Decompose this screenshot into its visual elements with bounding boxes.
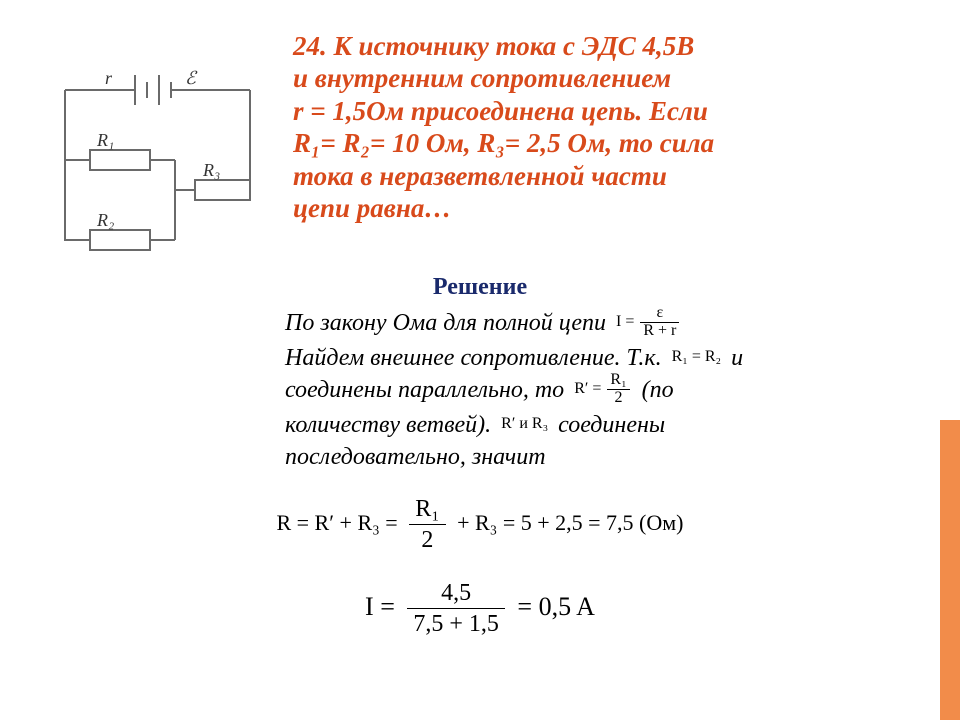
problem-statement: 24. К источнику тока с ЭДС 4,5В и внутре… xyxy=(293,30,925,224)
sol-line4b: соединены xyxy=(558,412,665,438)
sol-line2a: Найдем внешнее сопротивление. Т.к. xyxy=(285,345,662,371)
sol-line3b: (по xyxy=(642,377,674,403)
problem-line-1: и внутренним сопротивлением xyxy=(293,63,671,93)
inline-Rp-R3: R′ и R₃ xyxy=(497,416,552,433)
circuit-diagram: r ℰ R₁ R₂ R₃ xyxy=(35,60,275,270)
problem-number: 24. xyxy=(293,31,327,61)
equation-I: I = 4,5 7,5 + 1,5 = 0,5 A xyxy=(35,580,925,638)
sol-line3a: соединены параллельно, то xyxy=(285,377,570,403)
label-emf: ℰ xyxy=(185,68,198,88)
inline-Rprime: R′ = R₁ 2 xyxy=(570,372,635,407)
ohm-law-inline: I = ε R + r xyxy=(612,305,685,340)
problem-line-2: r = 1,5Ом присоединена цепь. Если xyxy=(293,96,708,126)
accent-bar xyxy=(940,420,960,720)
label-R1: R₁ xyxy=(96,130,114,150)
problem-line-5: цепи равна… xyxy=(293,193,451,223)
label-r: r xyxy=(105,68,113,88)
sol-line2b: и xyxy=(731,345,743,371)
problem-line-0: К источнику тока с ЭДС 4,5В xyxy=(334,31,695,61)
label-R3: R₃ xyxy=(202,160,220,180)
solution-heading: Решение xyxy=(35,274,925,301)
inline-R1-eq-R2: R₁ = R₂ xyxy=(668,349,726,366)
problem-line-3: R₁= R₂= 10 Ом, R₃= 2,5 Ом, то сила xyxy=(293,128,714,158)
equation-R: R = R′ + R₃ = R₁ 2 + R₃ = 5 + 2,5 = 7,5 … xyxy=(35,496,925,554)
solution-body: По закону Ома для полной цепи I = ε R + … xyxy=(35,307,925,474)
sol-line5: последовательно, значит xyxy=(285,444,546,470)
problem-line-4: тока в неразветвленной части xyxy=(293,161,667,191)
equation-block: R = R′ + R₃ = R₁ 2 + R₃ = 5 + 2,5 = 7,5 … xyxy=(35,496,925,638)
sol-line4a: количеству ветвей). xyxy=(285,412,497,438)
sol-line1-prefix: По закону Ома для полной цепи xyxy=(285,310,612,336)
label-R2: R₂ xyxy=(96,210,114,230)
